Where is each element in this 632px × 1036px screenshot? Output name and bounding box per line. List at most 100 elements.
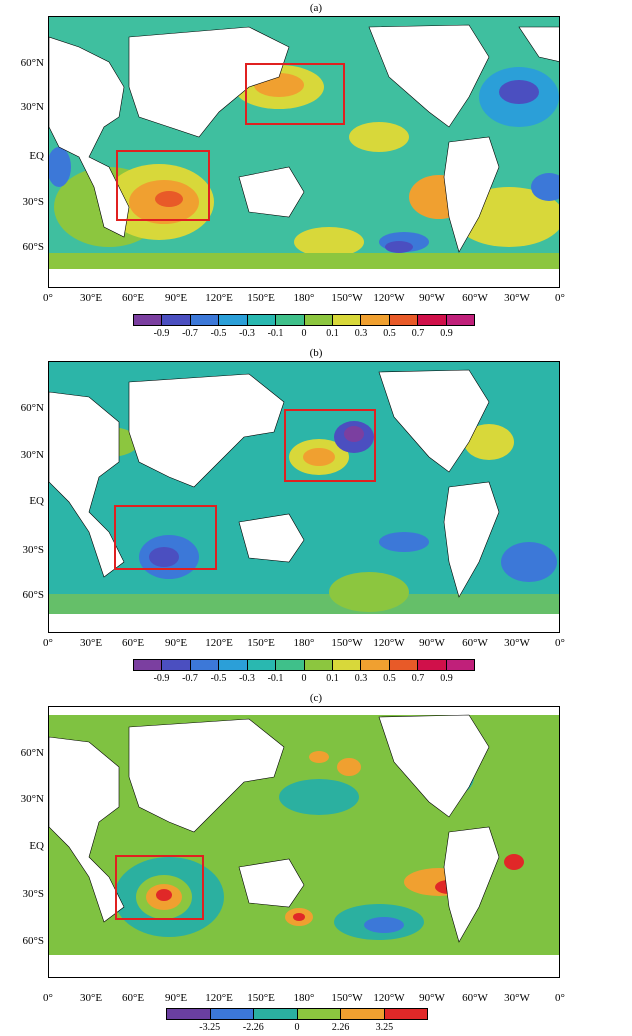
lon-label-150w-c: 150°W xyxy=(331,992,363,1004)
lon-label-30e-c: 30°E xyxy=(79,992,103,1004)
lon-label-120e-b: 120°E xyxy=(205,637,233,649)
lon-label-30w: 30°W xyxy=(504,292,530,304)
colorbar-swatch xyxy=(247,315,277,325)
colorbar-swatch xyxy=(167,1009,211,1019)
lon-label-30w-c: 30°W xyxy=(504,992,530,1004)
lon-label-90w: 90°W xyxy=(419,292,445,304)
colorbar-tick-label: 0.5 xyxy=(383,673,396,684)
colorbar-swatch xyxy=(446,315,475,325)
colorbar-swatch xyxy=(210,1009,254,1019)
colorbar-swatch xyxy=(162,660,191,670)
lon-label-120w-c: 120°W xyxy=(373,992,405,1004)
colorbar-swatch xyxy=(332,660,362,670)
lon-label-120w: 120°W xyxy=(373,292,405,304)
lat-label-30n: 30°N xyxy=(20,101,44,113)
lat-label-30s-c: 30°S xyxy=(22,888,44,900)
colorbar-swatch xyxy=(297,1009,341,1019)
colorbar-tick-label: 3.25 xyxy=(375,1022,394,1033)
lon-label-0-right: 0° xyxy=(555,292,565,304)
colorbar-swatch xyxy=(418,315,447,325)
colorbar-swatch xyxy=(134,660,163,670)
colorbar-swatch xyxy=(304,660,333,670)
lat-label-60s-c: 60°S xyxy=(22,935,44,947)
lon-label-150w-b: 150°W xyxy=(331,637,363,649)
colorbar-tick-label: 0.7 xyxy=(411,673,425,684)
colorbar-swatch xyxy=(341,1009,385,1019)
colorbar-tick-label: 0.5 xyxy=(383,328,396,339)
colorbar-swatch xyxy=(361,660,390,670)
colorbar-swatch xyxy=(162,315,191,325)
lon-label-0-right-b: 0° xyxy=(555,637,565,649)
colorbar-swatch xyxy=(446,660,475,670)
colorbar-tick-label: 0.3 xyxy=(354,328,368,339)
lon-label-150e: 150°E xyxy=(247,292,275,304)
colorbar-tick-label: 0 xyxy=(301,673,307,684)
lat-label-30s-b: 30°S xyxy=(22,544,44,556)
lon-label-0-right-c: 0° xyxy=(555,992,565,1004)
lat-label-60s: 60°S xyxy=(22,241,44,253)
lon-label-60w: 60°W xyxy=(462,292,488,304)
map-b-field xyxy=(49,362,559,632)
colorbar-tick-label: 0.3 xyxy=(354,673,368,684)
colorbar-tick-label: -2.26 xyxy=(242,1022,264,1033)
colorbar-tick-label: -3.25 xyxy=(199,1022,221,1033)
map-b xyxy=(48,361,560,633)
lat-label-60s-b: 60°S xyxy=(22,589,44,601)
lon-label-90e-c: 90°E xyxy=(164,992,188,1004)
colorbar-swatch xyxy=(190,315,220,325)
colorbar-tick-label: -0.7 xyxy=(182,673,198,684)
map-c xyxy=(48,706,560,978)
colorbar-swatch xyxy=(276,660,305,670)
lon-label-0: 0° xyxy=(43,292,53,304)
colorbar-tick-label: -0.1 xyxy=(267,328,284,339)
colorbar-tick-label: 2.26 xyxy=(331,1022,350,1033)
colorbar-tick-label: -0.1 xyxy=(267,673,284,684)
lon-label-60e: 60°E xyxy=(121,292,145,304)
panel-b: (b) 60°N 30°N EQ 30°S 60°S xyxy=(0,345,632,690)
colorbar-tick-label: -0.5 xyxy=(210,328,227,339)
colorbar-tick-label: 0.7 xyxy=(411,328,425,339)
map-a-field xyxy=(49,17,559,287)
lon-label-90w-c: 90°W xyxy=(419,992,445,1004)
colorbar-swatch xyxy=(304,315,333,325)
lon-label-0-b: 0° xyxy=(43,637,53,649)
lon-label-180: 180° xyxy=(293,292,315,304)
map-a xyxy=(48,16,560,288)
map-c-field xyxy=(49,707,559,977)
colorbar-swatch xyxy=(247,660,277,670)
lon-label-30e-b: 30°E xyxy=(79,637,103,649)
colorbar-swatch xyxy=(134,315,163,325)
colorbar-swatch xyxy=(219,315,248,325)
lon-label-60e-b: 60°E xyxy=(121,637,145,649)
colorbar-a xyxy=(133,314,475,326)
colorbar-tick-label: 0.1 xyxy=(326,328,339,339)
panel-label-b: (b) xyxy=(309,347,323,359)
colorbar-swatch xyxy=(389,315,419,325)
lat-label-30n-c: 30°N xyxy=(20,793,44,805)
lon-label-150e-c: 150°E xyxy=(247,992,275,1004)
colorbar-swatch xyxy=(418,660,447,670)
lat-label-60n: 60°N xyxy=(20,57,44,69)
lat-label-eq-b: EQ xyxy=(29,495,44,507)
lon-label-180-b: 180° xyxy=(293,637,315,649)
lat-label-eq: EQ xyxy=(29,150,44,162)
lon-label-60e-c: 60°E xyxy=(121,992,145,1004)
colorbar-tick-label: -0.9 xyxy=(153,673,170,684)
lat-label-30s: 30°S xyxy=(22,196,44,208)
lon-label-0-c: 0° xyxy=(43,992,53,1004)
colorbar-tick-label: 0.1 xyxy=(326,673,339,684)
lon-label-30e: 30°E xyxy=(79,292,103,304)
lat-label-60n-c: 60°N xyxy=(20,747,44,759)
lon-label-150e-b: 150°E xyxy=(247,637,275,649)
lon-label-60w-c: 60°W xyxy=(462,992,488,1004)
colorbar-swatch xyxy=(219,660,248,670)
colorbar-swatch xyxy=(361,315,390,325)
colorbar-tick-label: -0.3 xyxy=(239,328,255,339)
lon-label-120w-b: 120°W xyxy=(373,637,405,649)
colorbar-tick-label: 0 xyxy=(301,328,307,339)
lon-label-60w-b: 60°W xyxy=(462,637,488,649)
lon-label-150w: 150°W xyxy=(331,292,363,304)
lon-label-120e-c: 120°E xyxy=(205,992,233,1004)
panel-label-c: (c) xyxy=(309,692,323,704)
lon-label-30w-b: 30°W xyxy=(504,637,530,649)
